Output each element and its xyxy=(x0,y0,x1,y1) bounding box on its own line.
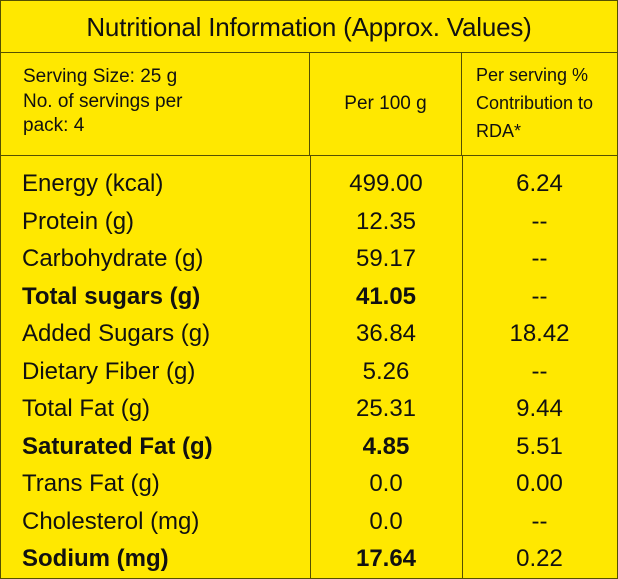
column-divider xyxy=(462,156,463,578)
rda-label-line3: RDA* xyxy=(476,121,522,141)
nutrient-name: Sodium (mg) xyxy=(22,545,169,572)
nutrition-table-body: Energy (kcal) 499.00 6.24 Protein (g) 12… xyxy=(1,156,617,578)
table-row: Trans Fat (g) 0.0 0.00 xyxy=(1,465,617,503)
rda-value: -- xyxy=(531,357,548,385)
per-100g-value: 0.0 xyxy=(369,470,403,497)
table-row: Total Fat (g) 25.31 9.44 xyxy=(1,390,617,428)
serving-size-text: Serving Size: 25 g xyxy=(23,66,178,87)
table-row: Cholesterol (mg) 0.0 -- xyxy=(1,503,617,541)
nutrient-name: Cholesterol (mg) xyxy=(22,507,200,535)
nutrient-name: Total Fat (g) xyxy=(22,395,151,422)
per-100g-value: 0.0 xyxy=(369,507,403,535)
rda-value: -- xyxy=(531,507,548,535)
rda-value: 0.22 xyxy=(516,545,563,572)
servings-per-pack-line1: No. of servings per xyxy=(23,90,183,112)
rda-value: -- xyxy=(531,282,548,310)
rda-label-line1: Per serving % xyxy=(476,65,589,85)
nutrient-name: Total sugars (g) xyxy=(22,282,201,310)
table-row: Protein (g) 12.35 -- xyxy=(1,203,617,241)
per-100g-value: 5.26 xyxy=(362,357,410,385)
per-100g-value: 25.31 xyxy=(355,395,417,422)
rda-value: -- xyxy=(531,207,548,235)
nutrient-name: Dietary Fiber (g) xyxy=(22,357,196,385)
per-100g-value: 12.35 xyxy=(355,207,417,235)
nutrient-name: Saturated Fat (g) xyxy=(22,432,213,460)
nutrient-name: Added Sugars (g) xyxy=(22,320,211,347)
table-row: Total sugars (g) 41.05 -- xyxy=(1,278,617,316)
table-row: Sodium (mg) 17.64 0.22 xyxy=(1,540,617,578)
servings-per-pack-line2: pack: 4 xyxy=(23,115,85,137)
per-100g-value: 17.64 xyxy=(355,545,417,572)
table-row: Carbohydrate (g) 59.17 -- xyxy=(1,240,617,278)
rda-value: 9.44 xyxy=(516,395,563,422)
nutrient-name: Protein (g) xyxy=(22,207,135,235)
per-100g-value: 59.17 xyxy=(355,245,417,272)
table-row: Energy (kcal) 499.00 6.24 xyxy=(1,165,617,203)
rda-value: 5.51 xyxy=(516,432,563,460)
per-100g-header: Per 100 g xyxy=(310,53,462,155)
nutrient-name: Trans Fat (g) xyxy=(22,470,160,497)
table-row: Dietary Fiber (g) 5.26 -- xyxy=(1,353,617,391)
per-100g-value: 499.00 xyxy=(349,170,423,197)
rda-value: -- xyxy=(531,245,548,272)
nutrition-title: Nutritional Information (Approx. Values) xyxy=(1,1,617,53)
per-100g-label: Per 100 g xyxy=(344,92,427,114)
rda-header: Per serving % Contribution to RDA* xyxy=(462,53,617,155)
rda-label-line2: Contribution to xyxy=(476,93,594,113)
column-divider xyxy=(310,156,311,578)
serving-info-cell: Serving Size: 25 g No. of servings per p… xyxy=(1,53,310,155)
table-row: Added Sugars (g) 36.84 18.42 xyxy=(1,315,617,353)
rda-value: 18.42 xyxy=(509,320,570,347)
per-100g-value: 4.85 xyxy=(362,432,410,460)
nutrient-name: Energy (kcal) xyxy=(22,170,164,197)
nutrient-name: Carbohydrate (g) xyxy=(22,245,204,272)
table-header: Serving Size: 25 g No. of servings per p… xyxy=(1,53,617,156)
rda-value: 6.24 xyxy=(516,170,563,197)
per-100g-value: 41.05 xyxy=(355,282,417,310)
rda-value: 0.00 xyxy=(516,470,563,497)
table-row: Saturated Fat (g) 4.85 5.51 xyxy=(1,428,617,466)
per-100g-value: 36.84 xyxy=(355,320,417,347)
